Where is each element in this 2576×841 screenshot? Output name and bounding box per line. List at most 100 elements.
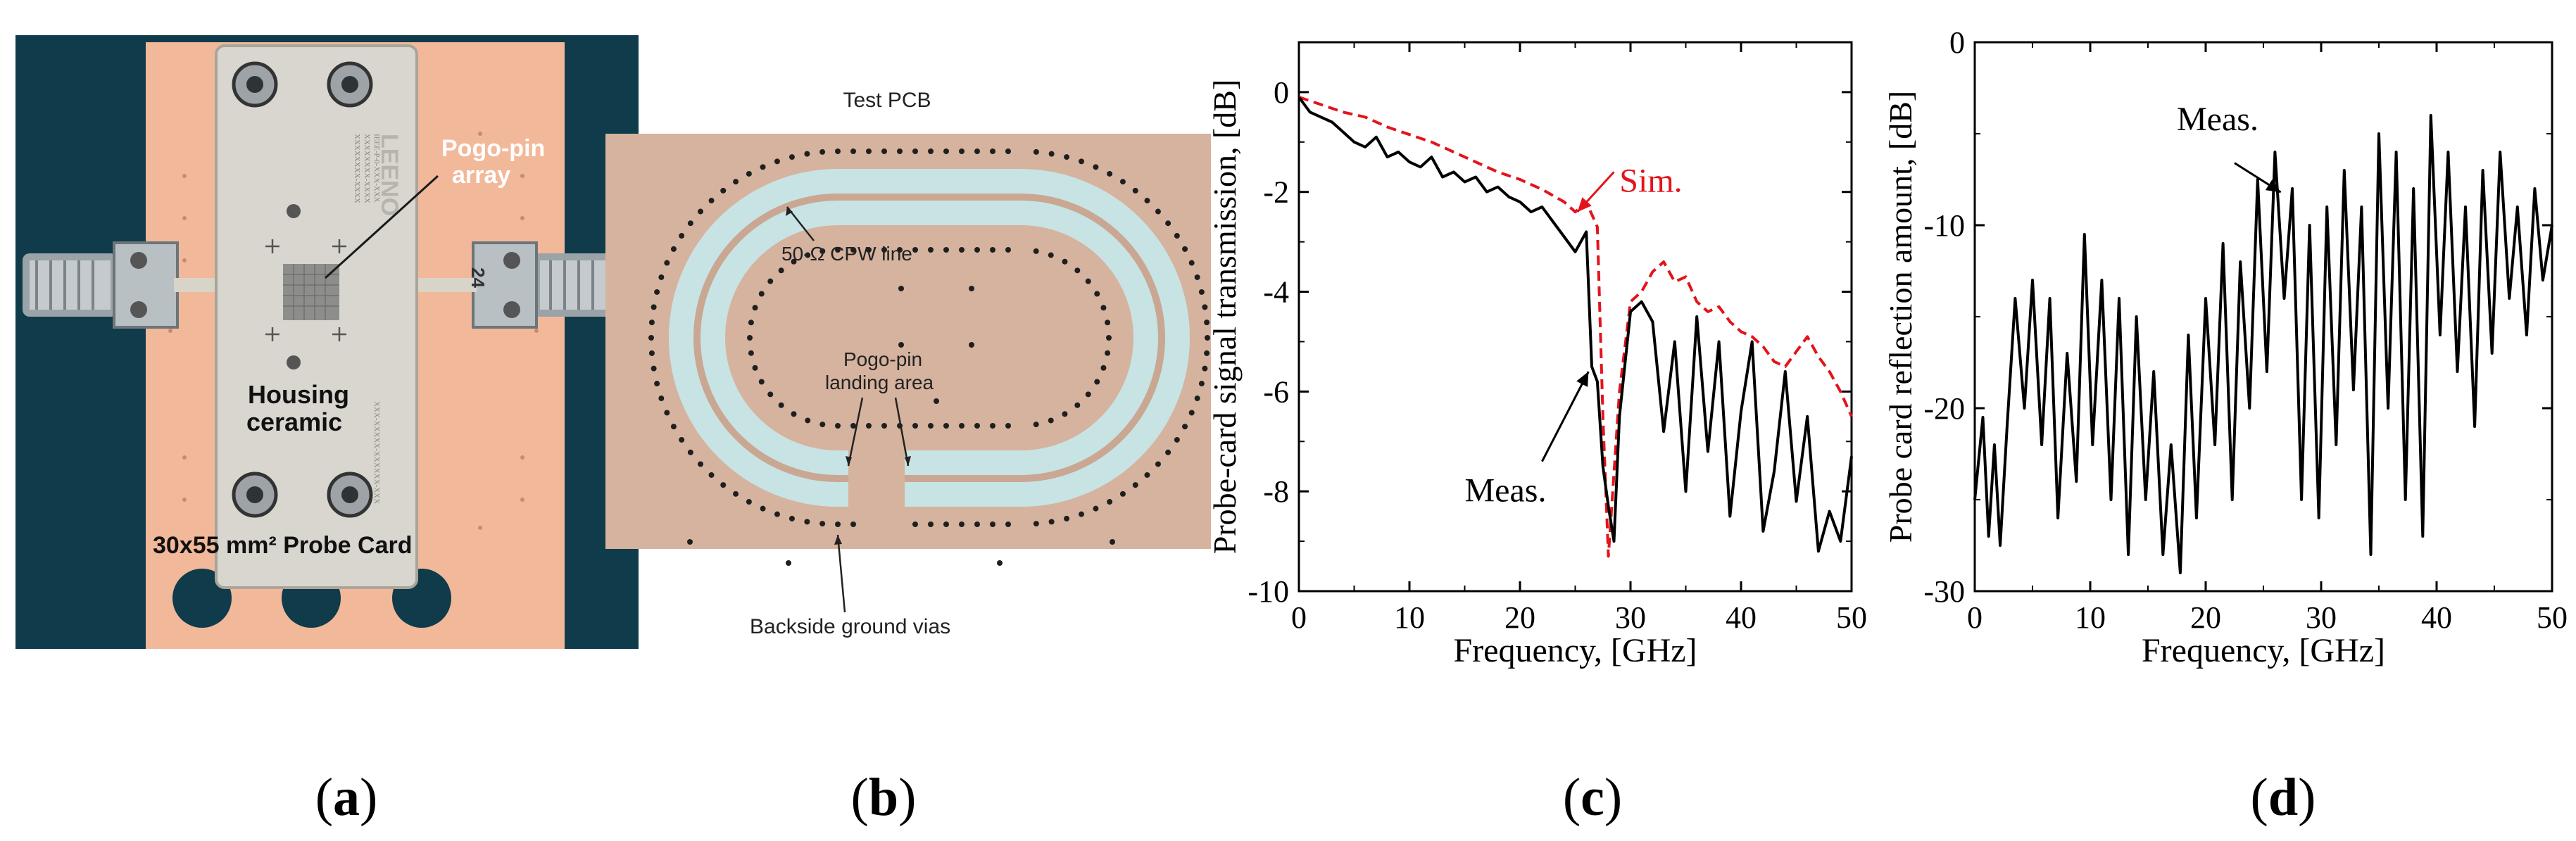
screw-icon [232,61,373,518]
via-dot [1033,248,1039,254]
via-dot [959,423,965,429]
via-dot [990,423,995,429]
via-dot [1074,267,1081,274]
via-dot [850,148,856,154]
via-dot [912,247,918,253]
y-axis-label: Probe card reflection amount, [dB] [1887,91,1918,543]
y-tick-label: -30 [1923,574,1965,609]
x-tick-label: 40 [2421,600,2452,635]
via-dot [687,539,693,545]
housing-label-line1: Housing [248,380,349,409]
x-tick-label: 10 [1394,600,1425,635]
via-dot [997,560,1003,566]
via-dot [654,381,660,387]
via-dot [1165,220,1171,227]
y-tick-label: -8 [1263,474,1289,509]
via-dot [778,402,784,408]
via-dot [752,305,758,311]
via-dot [1202,304,1208,310]
via-dot [746,499,752,505]
via-dot [1100,365,1107,371]
via-dot [1188,410,1195,416]
via-dot [819,248,826,254]
via-dot [1174,233,1180,239]
via-dot [912,521,918,527]
x-tick-label: 50 [2537,600,2568,635]
via-dot [969,342,974,348]
via-dot [928,148,934,154]
y-tick-label: 0 [1274,75,1289,110]
svg-text:XXX-XXXXX-XXXXXX-XXX: XXX-XXXXX-XXXXXX-XXX [372,401,381,504]
via-dot [1074,402,1081,408]
via-dot [943,247,949,253]
landing-area-label-line1: Pogo-pin [843,348,922,370]
series-line-meas [1298,96,1853,553]
test-pcb-photo: Test PCB 50-Ω CPW line Pogo-pin landing … [605,89,1211,638]
via-dot [974,247,980,253]
via-dot [928,423,934,429]
reflection-chart: 0 10 20 30 40 50 0 -10 -20 -30 Frequency, [GHz] Pro… [1883,25,2568,669]
via-dot [1105,350,1111,356]
svg-text:IEEE-P-0-XXX-XXX: IEEE-P-0-XXX-XXX [372,134,381,203]
via-dot [1064,515,1070,521]
y-tick-label: -20 [1923,391,1965,426]
via-dot [1005,521,1011,527]
via-dot [835,148,841,154]
y-axis-label: Probe-card signal transmission, [dB] [1207,80,1243,555]
via-dot [708,198,715,204]
y-tick-label: -6 [1263,374,1289,409]
via-dot [1033,521,1039,527]
panel-d-chart: 0 10 20 30 40 50 0 -10 -20 -30 Frequency, [GHz] Pro… [1883,14,2576,704]
via-dot [912,423,918,429]
via-dot [1100,305,1107,311]
y-tick-label: -4 [1263,275,1289,310]
via-dot [733,179,739,185]
via-dot [835,423,841,429]
landing-area-label-line2: landing area [825,372,934,393]
annotation-sim-arrowhead [1577,197,1592,213]
via-dot [912,148,918,154]
via-dot [1144,472,1150,478]
via-dot [747,335,753,341]
via-dot [758,291,765,297]
via-dot [881,148,887,154]
via-dot [881,423,887,429]
x-tick-label: 30 [2306,600,2337,635]
svg-text:XXXXXXXX-XXXX: XXXXXXXX-XXXX [353,134,361,203]
x-tick-label: 20 [1504,600,1535,635]
x-axis-label: Frequency, [GHz] [2142,632,2385,669]
via-dot [788,515,795,521]
via-dot [1079,158,1085,165]
via-dot [1005,148,1011,154]
via-dot [1107,499,1113,505]
via-dot [788,154,795,160]
via-dot [959,247,965,253]
test-pcb-title: Test PCB [843,89,931,112]
via-dot [679,436,685,443]
via-dot [679,233,685,239]
via-dot [786,560,791,566]
probe-card-label: 30x55 mm² Probe Card [153,532,413,559]
annotation-meas-arrowhead [1576,372,1589,387]
via-dot [664,260,670,266]
x-tick-label: 50 [1836,600,1867,635]
y-tick-label: -10 [1248,574,1289,609]
via-dot [928,247,934,253]
via-dot [974,423,980,429]
via-dot [664,410,670,416]
caption-c: (c) [1562,768,1623,827]
via-dot [990,148,995,154]
via-dot [767,391,774,398]
via-dot [897,148,903,154]
via-dot [866,148,872,154]
via-dot [1064,154,1070,160]
via-dot [746,170,752,177]
via-dot [1144,198,1150,204]
caption-b: (b) [850,768,917,827]
via-dot [1194,274,1200,280]
via-dot [1093,505,1099,512]
via-dot [1085,278,1091,284]
via-dot [1033,422,1039,428]
via-dot [1165,449,1171,455]
via-dot [943,423,949,429]
